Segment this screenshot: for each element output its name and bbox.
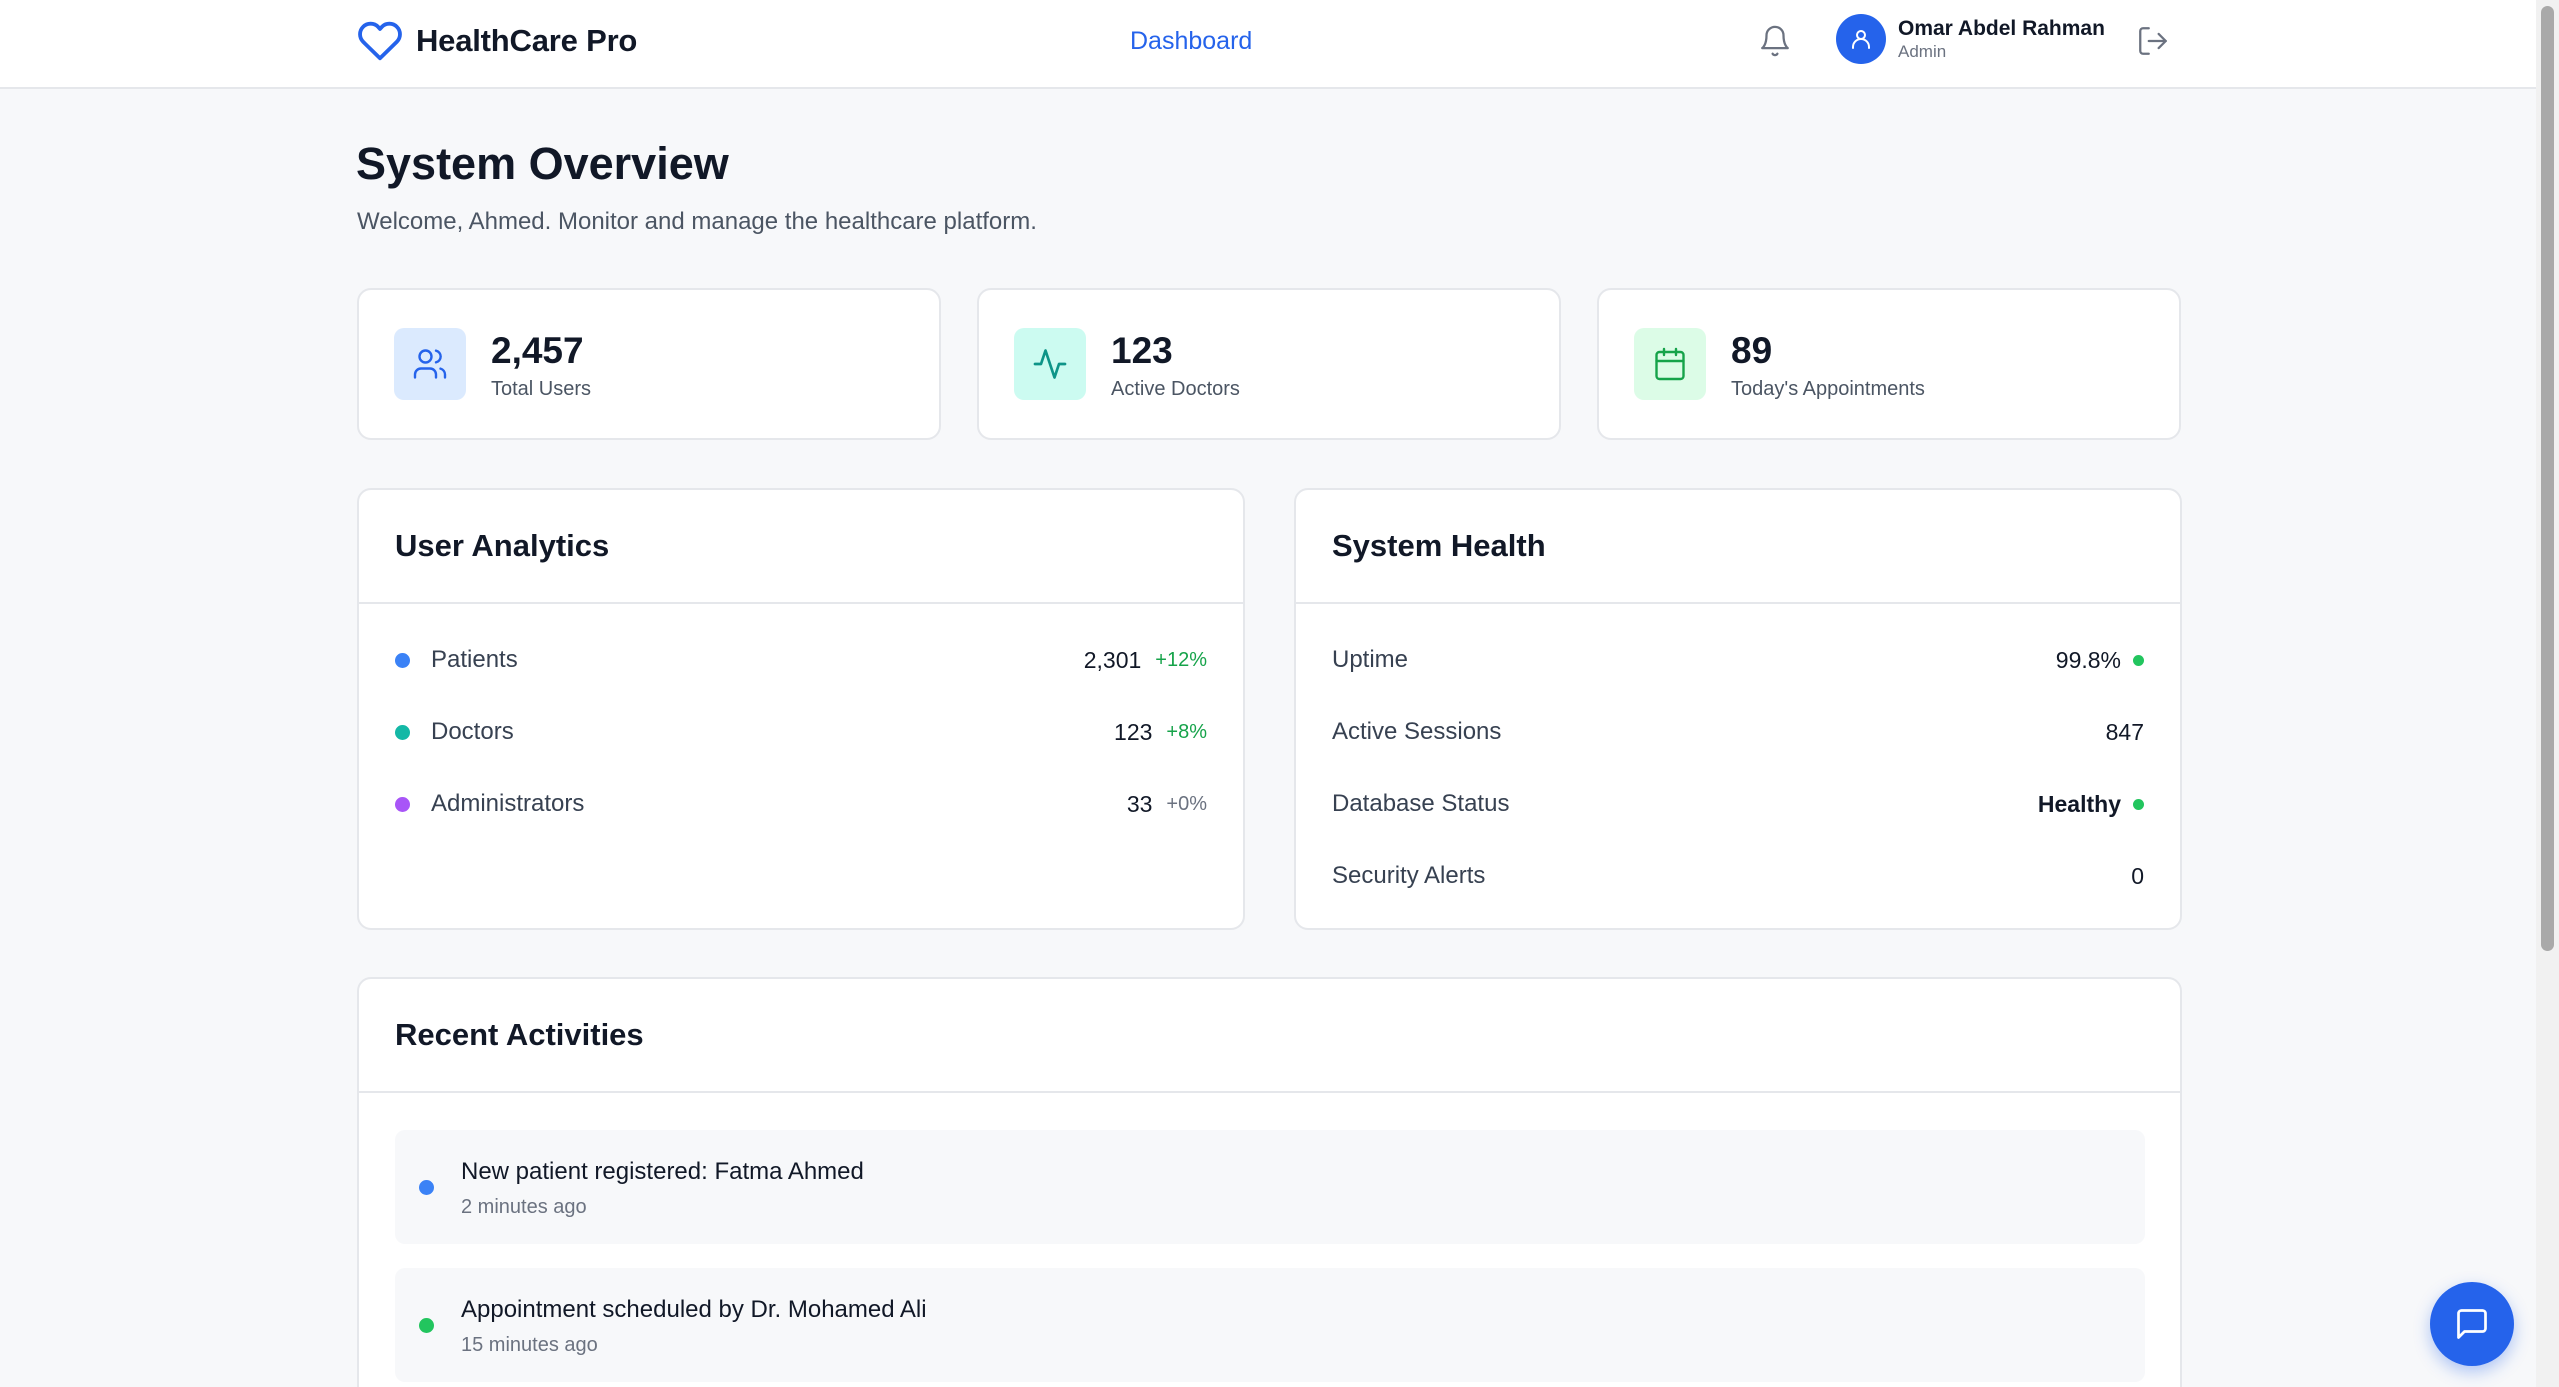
panel-title: System Health xyxy=(1332,528,1546,563)
stat-value: 89 xyxy=(1731,330,1773,371)
status-dot xyxy=(2133,798,2144,810)
row-label: Doctors xyxy=(431,718,514,745)
analytics-row-patients: Patients 2,301 +12% xyxy=(395,640,1207,680)
user-menu[interactable]: Omar Abdel Rahman Admin xyxy=(1836,14,2105,64)
nav-dashboard-link[interactable]: Dashboard xyxy=(1130,27,1253,55)
avatar xyxy=(1836,14,1886,64)
activity-title: Appointment scheduled by Dr. Mohamed Ali xyxy=(461,1296,927,1323)
row-value: 33 xyxy=(1126,790,1153,817)
row-value: 0 xyxy=(2131,862,2144,889)
top-navbar: HealthCare Pro Dashboard Omar Abdel Rahm… xyxy=(0,0,2536,89)
stat-label: Active Doctors xyxy=(1111,378,1240,400)
analytics-row-administrators: Administrators 33 +0% xyxy=(395,784,1207,824)
user-name: Omar Abdel Rahman xyxy=(1898,17,2105,40)
row-label: Database Status xyxy=(1332,790,1510,817)
page-subtitle: Welcome, Ahmed. Monitor and manage the h… xyxy=(357,208,1037,235)
row-value: 99.8% xyxy=(2055,646,2121,673)
row-value: 847 xyxy=(2105,718,2144,745)
recent-activities-panel: Recent Activities New patient registered… xyxy=(357,977,2182,1387)
row-value: Healthy xyxy=(2037,790,2121,817)
health-row-uptime: Uptime 99.8% xyxy=(1332,640,2144,680)
row-label: Active Sessions xyxy=(1332,718,1502,745)
stat-label: Today's Appointments xyxy=(1731,378,1925,400)
activity-time: 2 minutes ago xyxy=(461,1196,587,1218)
row-change: +8% xyxy=(1166,720,1207,743)
brand-name: HealthCare Pro xyxy=(416,23,638,58)
activity-item[interactable]: New patient registered: Fatma Ahmed 2 mi… xyxy=(395,1130,2145,1244)
bell-icon[interactable] xyxy=(1758,24,1792,58)
row-label: Administrators xyxy=(431,790,585,817)
users-icon xyxy=(413,349,447,379)
system-health-panel: System Health Uptime 99.8% Active Sessio… xyxy=(1294,488,2182,930)
row-value: 2,301 xyxy=(1083,646,1142,673)
status-dot xyxy=(419,1180,434,1195)
activity-item[interactable]: Appointment scheduled by Dr. Mohamed Ali… xyxy=(395,1268,2145,1382)
activity-title: New patient registered: Fatma Ahmed xyxy=(461,1158,864,1185)
heart-icon xyxy=(358,21,402,61)
row-label: Security Alerts xyxy=(1332,862,1486,889)
brand-logo[interactable]: HealthCare Pro xyxy=(356,18,637,64)
stat-value: 2,457 xyxy=(491,330,584,371)
stat-card-active-doctors: 123 Active Doctors xyxy=(977,288,1561,440)
status-dot xyxy=(395,652,410,668)
status-dot xyxy=(395,796,410,812)
stat-card-total-users: 2,457 Total Users xyxy=(357,288,941,440)
chat-button[interactable] xyxy=(2430,1282,2514,1366)
activity-icon xyxy=(1033,349,1067,379)
stat-card-todays-appointments: 89 Today's Appointments xyxy=(1597,288,2181,440)
row-label: Patients xyxy=(431,646,518,673)
row-value: 123 xyxy=(1114,718,1153,745)
user-analytics-panel: User Analytics Patients 2,301 +12% Docto… xyxy=(357,488,1245,930)
status-dot xyxy=(395,724,410,740)
row-change: +12% xyxy=(1155,648,1207,671)
calendar-icon xyxy=(1655,347,1685,381)
user-role: Admin xyxy=(1898,42,1947,61)
stat-label: Total Users xyxy=(491,378,592,400)
logout-icon[interactable] xyxy=(2136,24,2170,58)
status-dot xyxy=(419,1318,434,1333)
user-icon xyxy=(1852,30,1870,49)
status-dot xyxy=(2133,654,2144,666)
page-title: System Overview xyxy=(356,138,729,189)
activity-time: 15 minutes ago xyxy=(461,1334,598,1356)
stat-value: 123 xyxy=(1111,330,1173,371)
health-row-security-alerts: Security Alerts 0 xyxy=(1332,856,2144,896)
health-row-database-status: Database Status Healthy xyxy=(1332,784,2144,824)
row-label: Uptime xyxy=(1332,646,1409,673)
panel-title: User Analytics xyxy=(395,528,610,563)
scrollbar-thumb[interactable] xyxy=(2541,6,2554,951)
health-row-active-sessions: Active Sessions 847 xyxy=(1332,712,2144,752)
analytics-row-doctors: Doctors 123 +8% xyxy=(395,712,1207,752)
panel-title: Recent Activities xyxy=(395,1017,644,1052)
row-change: +0% xyxy=(1166,792,1207,815)
page-scrollbar[interactable] xyxy=(2536,0,2559,1387)
chat-icon xyxy=(2457,1309,2487,1339)
